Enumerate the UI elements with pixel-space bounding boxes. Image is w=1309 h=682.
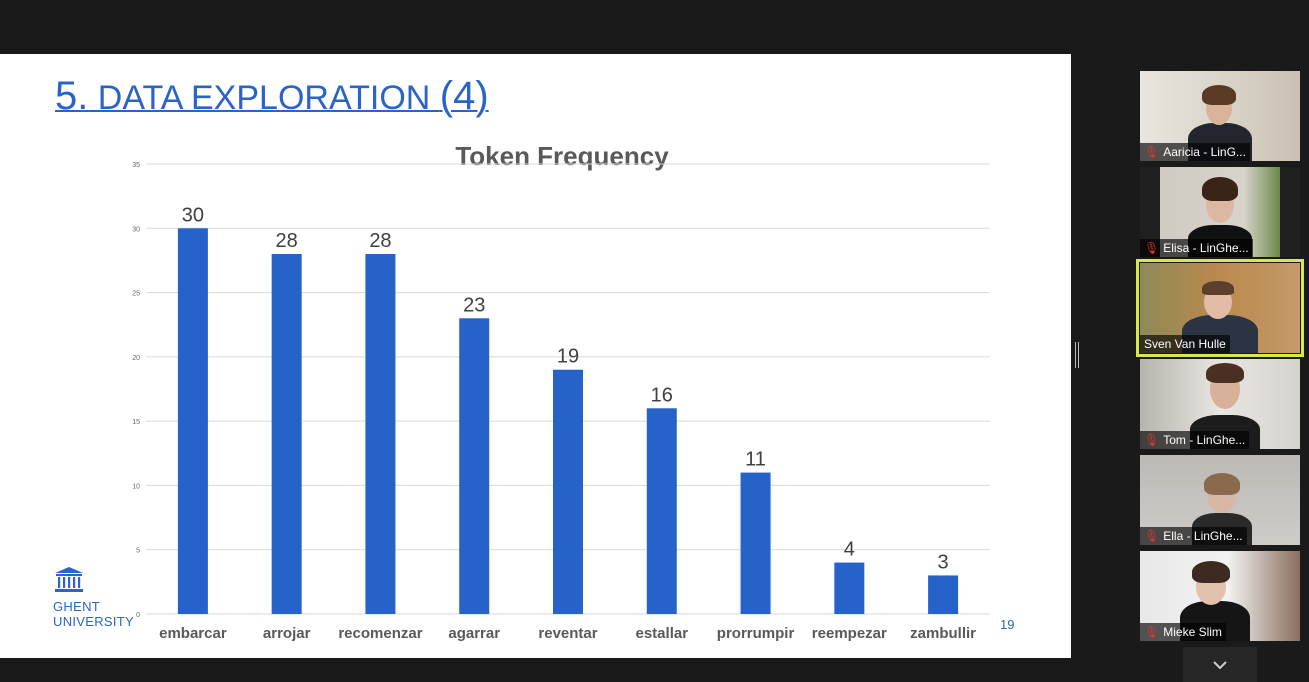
bar (553, 369, 583, 614)
y-tick-label: 35 (132, 162, 140, 169)
participant-name-bar: 🎙 Elisa - LinGhe... (1140, 239, 1253, 257)
x-tick-label: recomenzar (338, 625, 422, 642)
participant-tile[interactable]: 🎙 Tom - LinGhe... (1140, 359, 1300, 449)
data-label: 3 (938, 551, 949, 573)
x-tick-label: agarrar (448, 625, 500, 642)
participant-tile[interactable]: 🎙 Ella - LinGhe... (1140, 455, 1300, 545)
bar (928, 575, 959, 614)
university-building-icon (55, 567, 83, 592)
data-label: 19 (557, 346, 579, 368)
participant-name: Elisa - LinGhe... (1163, 241, 1249, 255)
chevron-down-icon (1213, 660, 1227, 669)
data-label: 23 (463, 294, 485, 316)
bar (834, 562, 865, 614)
y-tick-label: 25 (132, 291, 140, 298)
participant-name-bar: 🎙 Mieke Slim (1140, 623, 1226, 641)
top-toolbar (0, 0, 1309, 54)
participant-name: Sven Van Hulle (1144, 337, 1226, 351)
data-label: 28 (369, 230, 391, 252)
participant-name: Tom - LinGhe... (1163, 433, 1246, 447)
token-frequency-chart: Token Frequency 0 5 10 15 20 25 30 35 30 embarcar 2… (132, 141, 990, 642)
logo-text-line2: UNIVERSITY (53, 614, 135, 629)
bar (271, 254, 302, 614)
bar (740, 472, 771, 614)
data-label: 30 (182, 204, 204, 226)
x-tick-label: prorrumpir (717, 625, 795, 642)
y-tick-label: 30 (132, 226, 140, 233)
participant-tile[interactable]: 🎙 Elisa - LinGhe... (1140, 167, 1300, 257)
x-tick-label: estallar (636, 625, 689, 642)
chart-title: Token Frequency (455, 141, 669, 171)
participant-name-bar: 🎙 Aaricia - LinG... (1140, 143, 1250, 161)
participant-name-bar: 🎙 Ella - LinGhe... (1140, 527, 1247, 545)
bar (459, 318, 490, 614)
gallery-scroll-down-button[interactable] (1183, 647, 1257, 682)
bar (177, 228, 208, 615)
data-label: 4 (844, 539, 855, 561)
y-tick-label: 5 (136, 548, 140, 555)
participant-name: Mieke Slim (1163, 625, 1222, 639)
participant-tile[interactable]: 🎙 Mieke Slim (1140, 551, 1300, 641)
slide-page-number: 19 (1000, 617, 1015, 632)
muted-mic-icon: 🎙 (1144, 241, 1160, 255)
participant-tile-active-speaker[interactable]: Sven Van Hulle (1136, 259, 1304, 357)
x-tick-label: arrojar (263, 625, 311, 642)
participant-name: Ella - LinGhe... (1163, 529, 1243, 543)
y-tick-label: 15 (132, 419, 140, 426)
muted-mic-icon: 🎙 (1144, 433, 1160, 447)
participant-tile[interactable]: 🎙 Aaricia - LinG... (1140, 71, 1300, 161)
x-tick-label: embarcar (159, 625, 227, 642)
bottom-toolbar (0, 658, 1309, 682)
x-tick-label: zambullir (910, 625, 976, 642)
muted-mic-icon: 🎙 (1144, 145, 1160, 159)
panel-resize-handle[interactable] (1075, 342, 1079, 368)
x-tick-label: reventar (538, 625, 597, 642)
muted-mic-icon: 🎙 (1144, 529, 1160, 543)
slide-title-main: DATA EXPLORATION (88, 79, 440, 117)
participant-name-bar: Sven Van Hulle (1140, 335, 1230, 353)
y-tick-label: 20 (132, 355, 140, 362)
y-tick-label: 0 (136, 612, 140, 619)
shared-slide: 5. DATA EXPLORATION (4) Token Frequency 0… (0, 54, 1071, 658)
logo-text-line1: GHENT (53, 599, 100, 614)
muted-mic-icon: 🎙 (1144, 625, 1160, 639)
participant-name-bar: 🎙 Tom - LinGhe... (1140, 431, 1250, 449)
x-tick-label: reempezar (812, 625, 887, 642)
data-label: 16 (651, 384, 673, 406)
data-label: 28 (276, 230, 298, 252)
slide-title-suffix: (4) (439, 74, 489, 118)
bar (646, 408, 677, 614)
data-label: 11 (745, 449, 766, 471)
ghent-university-logo: GHENT UNIVERSITY (53, 566, 135, 629)
participant-name: Aaricia - LinG... (1163, 145, 1246, 159)
slide-title: 5. DATA EXPLORATION (4) (55, 74, 489, 119)
y-tick-label: 10 (132, 483, 140, 490)
slide-title-number: 5. (55, 74, 89, 118)
bar (365, 254, 396, 614)
